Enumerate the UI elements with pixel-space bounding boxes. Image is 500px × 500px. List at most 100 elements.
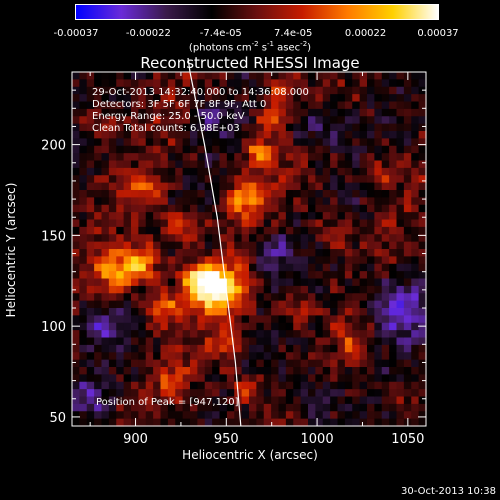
heatmap-cell — [86, 108, 95, 117]
heatmap-cell — [86, 263, 95, 272]
heatmap-cell — [396, 300, 405, 309]
heatmap-cell — [182, 94, 191, 103]
heatmap-cell — [330, 389, 339, 398]
heatmap-cell — [256, 241, 265, 250]
heatmap-cell — [204, 219, 213, 228]
heatmap-cell — [278, 123, 287, 132]
heatmap-cell — [330, 263, 339, 272]
heatmap-cell — [116, 337, 125, 346]
heatmap-cell — [182, 315, 191, 324]
heatmap-cell — [300, 263, 309, 272]
heatmap-cell — [403, 293, 412, 302]
heatmap-cell — [190, 101, 198, 110]
heatmap-cell — [337, 212, 346, 221]
heatmap-cell — [322, 160, 331, 169]
heatmap-cell — [263, 94, 272, 103]
heatmap-cell — [300, 389, 309, 398]
heatmap-cell — [108, 403, 117, 412]
heatmap-cell — [352, 249, 361, 257]
heatmap-cell — [256, 352, 265, 361]
heatmap-cell — [167, 308, 176, 316]
heatmap-cell — [285, 322, 294, 331]
heatmap-cell — [190, 271, 198, 280]
heatmap-cell — [241, 389, 250, 398]
heatmap-cell — [263, 315, 272, 324]
heatmap-cell — [396, 263, 405, 272]
heatmap-cell — [359, 352, 368, 361]
heatmap-cell — [337, 352, 346, 361]
heatmap-cell — [116, 123, 125, 132]
heatmap-cell — [101, 344, 110, 353]
heatmap-cell — [234, 293, 243, 302]
heatmap-cell — [182, 86, 191, 95]
heatmap-cell — [300, 182, 309, 191]
heatmap-cell — [226, 381, 235, 390]
heatmap-cell — [322, 145, 331, 154]
heatmap-cell — [160, 212, 169, 221]
heatmap-cell — [108, 241, 117, 250]
heatmap-cell — [278, 359, 287, 368]
heatmap-cell — [418, 359, 427, 368]
heatmap-cell — [72, 86, 80, 95]
heatmap-cell — [367, 160, 375, 169]
heatmap-cell — [359, 167, 368, 176]
heatmap-cell — [411, 190, 420, 198]
heatmap-cell — [352, 72, 361, 80]
heatmap-cell — [308, 182, 316, 191]
heatmap-cell — [145, 101, 154, 110]
heatmap-cell — [403, 182, 412, 191]
heatmap-cell — [72, 330, 80, 339]
heatmap-cell — [411, 249, 420, 257]
heatmap-cell — [153, 389, 162, 398]
heatmap-cell — [108, 389, 117, 398]
heatmap-cell — [359, 101, 368, 110]
heatmap-cell — [190, 108, 198, 117]
heatmap-cell — [123, 352, 132, 361]
heatmap-cell — [101, 293, 110, 302]
heatmap-cell — [374, 359, 383, 368]
heatmap-cell — [308, 256, 316, 265]
heatmap-cell — [153, 138, 162, 147]
heatmap-cell — [116, 94, 125, 103]
heatmap-cell — [219, 175, 228, 184]
heatmap-cell — [79, 249, 88, 257]
heatmap-cell — [330, 359, 339, 368]
heatmap-cell — [359, 278, 368, 287]
heatmap-cell — [160, 167, 169, 176]
heatmap-cell — [322, 352, 331, 361]
heatmap-cell — [131, 197, 139, 206]
heatmap-cell — [153, 182, 162, 191]
heatmap-cell — [94, 285, 103, 294]
heatmap-cell — [359, 263, 368, 272]
heatmap-cell — [153, 131, 162, 139]
heatmap-cell — [138, 278, 147, 287]
heatmap-cell — [249, 271, 257, 280]
heatmap-cell — [396, 182, 405, 191]
heatmap-cell — [411, 344, 420, 353]
heatmap-cell — [108, 145, 117, 154]
heatmap-cell — [411, 145, 420, 154]
heatmap-cell — [226, 337, 235, 346]
heatmap-cell — [322, 190, 331, 198]
heatmap-cell — [145, 403, 154, 412]
heatmap-cell — [241, 330, 250, 339]
heatmap-cell — [131, 411, 139, 420]
heatmap-cell — [418, 116, 427, 125]
heatmap-cell — [190, 278, 198, 287]
heatmap-cell — [138, 285, 147, 294]
heatmap-cell — [381, 167, 390, 176]
heatmap-cell — [123, 300, 132, 309]
heatmap-cell — [418, 72, 427, 80]
heatmap-cell — [108, 381, 117, 390]
heatmap-cell — [116, 293, 125, 302]
heatmap-cell — [367, 352, 375, 361]
heatmap-cell — [315, 374, 324, 383]
heatmap-cell — [315, 101, 324, 110]
heatmap-cell — [330, 403, 339, 412]
heatmap-cell — [381, 293, 390, 302]
heatmap-cell — [131, 374, 139, 383]
heatmap-cell — [212, 381, 221, 390]
heatmap-cell — [108, 322, 117, 331]
heatmap-cell — [204, 94, 213, 103]
heatmap-cell — [190, 212, 198, 221]
